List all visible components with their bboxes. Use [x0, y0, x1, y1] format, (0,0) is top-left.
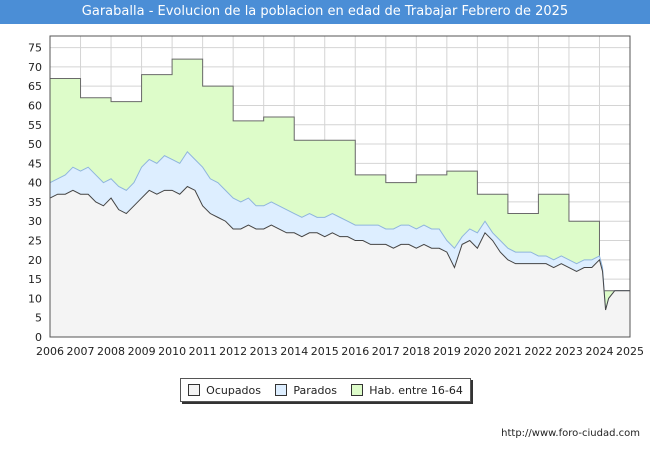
legend-swatch-parados: [275, 384, 288, 396]
x-tick-label: 2015: [311, 345, 339, 358]
legend-swatch-hab: [351, 384, 364, 396]
legend-swatch-ocupados: [188, 384, 201, 396]
x-tick-label: 2018: [402, 345, 430, 358]
x-tick-label: 2025: [616, 345, 644, 358]
series-areas: [49, 58, 630, 338]
legend-label-hab: Hab. entre 16-64: [369, 383, 463, 397]
x-tick-label: 2019: [433, 345, 461, 358]
y-tick-label: 50: [28, 138, 42, 151]
axes: [49, 35, 631, 338]
x-tick-label: 2017: [372, 345, 400, 358]
y-tick-label: 10: [28, 292, 42, 305]
x-tick-label: 2021: [494, 345, 522, 358]
y-tick-label: 0: [35, 331, 42, 344]
plot-border: [49, 35, 631, 338]
x-tick-label: 2020: [463, 345, 491, 358]
y-tick-label: 55: [28, 119, 42, 132]
x-tick-label: 2008: [97, 345, 125, 358]
x-tick-label: 2012: [219, 345, 247, 358]
x-tick-label: 2006: [36, 345, 64, 358]
legend-item-parados: Parados: [275, 384, 337, 397]
legend-label-ocupados: Ocupados: [206, 383, 262, 397]
x-tick-label: 2023: [555, 345, 583, 358]
y-tick-label: 20: [28, 254, 42, 267]
legend-item-ocupados: Ocupados: [188, 384, 261, 397]
y-tick-label: 5: [35, 312, 42, 325]
y-tick-label: 40: [28, 177, 42, 190]
x-tick-label: 2009: [128, 345, 156, 358]
legend-item-hab: Hab. entre 16-64: [351, 384, 463, 397]
legend: Ocupados Parados Hab. entre 16-64: [180, 378, 471, 402]
y-tick-label: 15: [28, 273, 42, 286]
y-tick-label: 75: [28, 42, 42, 55]
x-tick-label: 2024: [585, 345, 613, 358]
y-tick-labels: 0 5 10 15 20 25 30 35 40 45 50 55 60 65 70 75: [28, 42, 42, 344]
x-tick-label: 2014: [280, 345, 308, 358]
y-tick-label: 35: [28, 196, 42, 209]
x-tick-label: 2013: [250, 345, 278, 358]
y-tick-label: 45: [28, 157, 42, 170]
series-parados-line: [49, 150, 630, 311]
y-tick-label: 30: [28, 215, 42, 228]
x-tick-label: 2010: [158, 345, 186, 358]
series-hab-line: [50, 58, 630, 292]
series-ocupados-area: [50, 186, 630, 337]
y-tick-label: 60: [28, 99, 42, 112]
source-credit: http://www.foro-ciudad.com: [501, 428, 640, 439]
chart-title: Garaballa - Evolucion de la poblacion en…: [0, 0, 650, 24]
x-tick-label: 2016: [341, 345, 369, 358]
y-tick-label: 65: [28, 80, 42, 93]
legend-label-parados: Parados: [293, 383, 337, 397]
x-tick-label: 2011: [189, 345, 217, 358]
x-tick-label: 2022: [524, 345, 552, 358]
x-tick-label: 2007: [67, 345, 95, 358]
y-tick-label: 70: [28, 61, 42, 74]
y-tick-label: 25: [28, 235, 42, 248]
series-ocupados-line: [49, 185, 630, 311]
x-tick-labels: 2006 2007 2008 2009 2010 2011 2012 2013 2014 2015…: [36, 345, 644, 358]
